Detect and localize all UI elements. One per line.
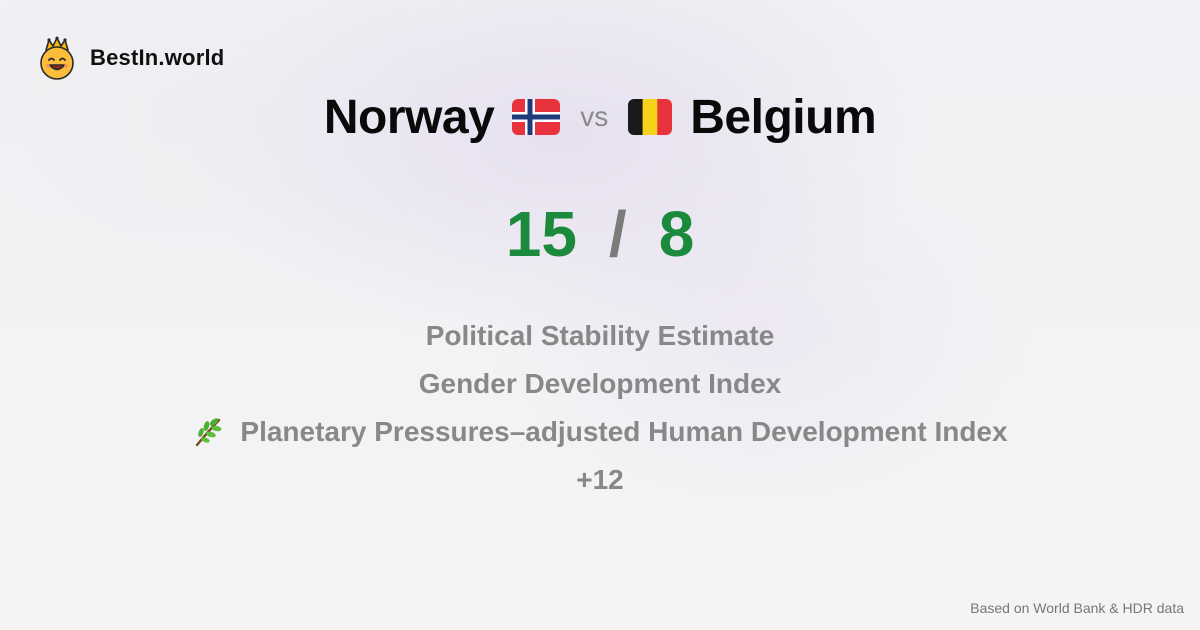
score: 15 / 8 <box>0 196 1200 272</box>
herb-icon <box>196 418 222 447</box>
metrics-list: Political Stability Estimate Gender Deve… <box>0 312 1200 504</box>
more-label: +12 <box>576 464 624 495</box>
metric-label: Political Stability Estimate <box>425 320 775 351</box>
norway-flag-icon <box>512 99 561 135</box>
metric-label: Planetary Pressures–adjusted Human Devel… <box>240 416 1008 447</box>
country-b-name: Belgium <box>690 90 877 144</box>
score-country-a: 15 <box>505 198 577 270</box>
score-country-b: 8 <box>658 198 695 270</box>
metric-item: Planetary Pressures–adjusted Human Devel… <box>0 408 1200 456</box>
belgium-flag-icon <box>628 99 673 135</box>
metric-label: Gender Development Index <box>418 368 782 399</box>
source-footer: Based on World Bank & HDR data <box>970 600 1184 616</box>
more-metrics-count: +12 <box>0 456 1200 504</box>
metric-item: Political Stability Estimate <box>0 312 1200 360</box>
metric-item: Gender Development Index <box>0 360 1200 408</box>
brand[interactable]: BestIn.world <box>38 36 224 80</box>
brand-name: BestIn.world <box>90 45 225 70</box>
vs-label: vs <box>580 101 609 132</box>
score-separator: / <box>608 198 627 270</box>
comparison-title: Norway vs Belgium <box>0 86 1200 148</box>
country-a-name: Norway <box>323 90 495 144</box>
crowned-smiley-icon <box>40 36 74 80</box>
